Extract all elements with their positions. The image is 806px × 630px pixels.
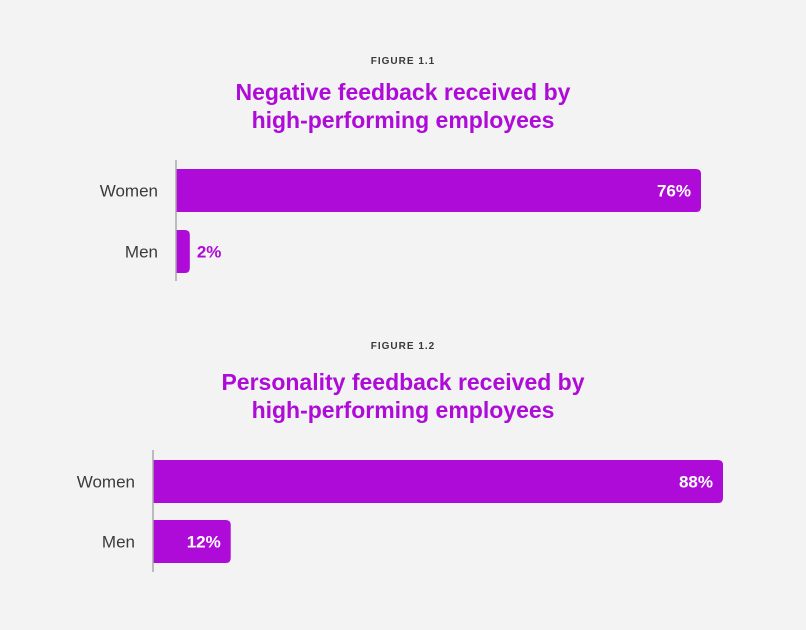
figure-1-2-value-label-men: 12% — [187, 533, 221, 552]
figure-1-2-category-label-women: Women — [77, 473, 135, 492]
figure-1-2-value-label-women: 88% — [679, 473, 713, 492]
figure-1-1-category-label-women: Women — [100, 182, 158, 201]
figure-1-1-title: Negative feedback received by high-perfo… — [0, 78, 806, 134]
figure-1-1-value-label-women: 76% — [657, 182, 691, 201]
figure-1-2-category-label-men: Men — [102, 533, 135, 552]
figure-1-2-label: FIGURE 1.2 — [370, 341, 436, 352]
figure-1-1-title-line-2: high-performing employees — [251, 107, 555, 133]
figure-1-1-value-label-men: 2% — [197, 243, 222, 262]
figure-1-2-title: Personality feedback received by high-pe… — [0, 368, 806, 424]
figure-1-2-title-line-2: high-performing employees — [251, 397, 555, 423]
figure-1-2-bar-women — [153, 460, 723, 503]
figure-1-2-title-line-1: Personality feedback received by — [221, 369, 585, 395]
figure-1-1-bar-women — [176, 169, 701, 212]
figure-1-1-title-line-1: Negative feedback received by — [235, 79, 571, 105]
figure-1-1-bar-men — [176, 230, 190, 273]
figure-1-1-label: FIGURE 1.1 — [370, 56, 436, 67]
figure-1-2-bar-men — [153, 520, 231, 563]
figure-1-1-category-label-men: Men — [125, 243, 158, 262]
